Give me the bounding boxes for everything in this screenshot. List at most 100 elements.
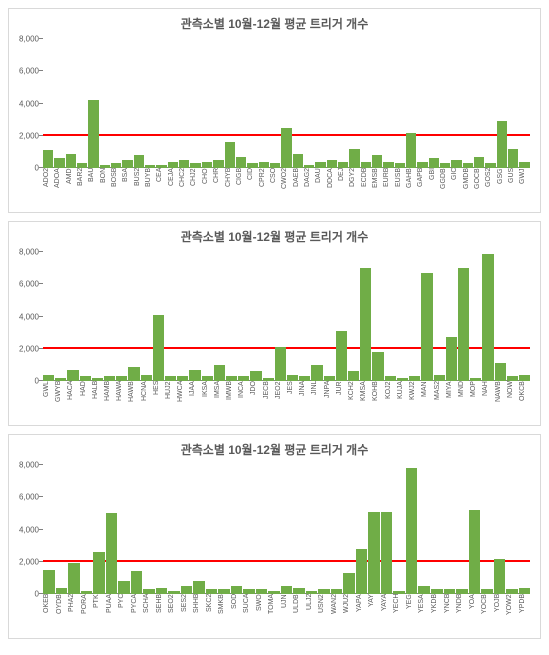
bar: [311, 365, 322, 381]
bar: [293, 154, 303, 169]
x-tick-label: YOJB: [494, 594, 506, 636]
x-tick-label: JECB: [263, 381, 274, 423]
x-tick-label: CIGB: [236, 168, 246, 210]
x-tick-label: SCHA: [143, 594, 155, 636]
y-tick-label: 6,000: [19, 280, 43, 289]
x-tick-label: UJN: [281, 594, 293, 636]
bar: [231, 586, 243, 594]
x-tick-label: BAR2: [77, 168, 87, 210]
x-tick-label: YNCB: [444, 594, 456, 636]
y-tick-label: 2,000: [19, 131, 43, 140]
x-tick-label: HACA: [67, 381, 78, 423]
x-tick-label: CSO: [270, 168, 280, 210]
chart-panel: 관측소별 10월-12월 평균 트리거 개수02,0004,0006,0008,…: [8, 221, 541, 426]
x-tick-label: GUS: [508, 168, 518, 210]
x-tick-label: JDO: [250, 381, 261, 423]
x-tick-label: MOP: [470, 381, 481, 423]
y-tick-label: 2,000: [19, 344, 43, 353]
x-tick-label: DAG2: [304, 168, 314, 210]
x-tick-label: PORA: [81, 594, 93, 636]
y-tick-label: 6,000: [19, 67, 43, 76]
x-tick-label: HUJ2: [165, 381, 176, 423]
bar: [368, 512, 380, 594]
plot-area: 02,0004,0006,0008,000: [43, 252, 530, 381]
x-tick-label: ULDB: [293, 594, 305, 636]
bar: [372, 352, 383, 381]
x-tick-label: SWO: [256, 594, 268, 636]
x-tick-label: GWYB: [55, 381, 66, 423]
x-tick-label: SEHB: [156, 594, 168, 636]
bar: [66, 154, 76, 169]
bar: [356, 549, 368, 594]
x-labels: GWLGWYBHACAHADHALBHAMBHAWAHAWBHCNAHESHUJ…: [43, 381, 530, 423]
x-tick-label: YAY: [368, 594, 380, 636]
x-tick-label: DGY2: [349, 168, 359, 210]
x-tick-label: JEO2: [275, 381, 286, 423]
x-tick-label: KCH2: [348, 381, 359, 423]
x-tick-label: CHR: [213, 168, 223, 210]
x-tick-label: GGDB: [440, 168, 450, 210]
x-tick-label: MIYA: [446, 381, 457, 423]
bar: [372, 155, 382, 168]
bar: [343, 573, 355, 594]
x-tick-label: GOCB: [474, 168, 484, 210]
x-tick-label: OYDB: [56, 594, 68, 636]
bar: [348, 371, 359, 381]
bar: [327, 160, 337, 168]
x-tick-label: EURB: [383, 168, 393, 210]
x-tick-label: IMWB: [226, 381, 237, 423]
x-tick-label: YNDB: [456, 594, 468, 636]
y-tick-label: 0: [35, 590, 43, 599]
bar: [68, 563, 80, 594]
x-tick-label: GMDB: [463, 168, 473, 210]
bar: [153, 315, 164, 381]
plot-area: 02,0004,0006,0008,000: [43, 39, 530, 168]
x-tick-label: SEO2: [168, 594, 180, 636]
x-tick-label: CHYB: [225, 168, 235, 210]
bar: [67, 370, 78, 381]
bars-container: [43, 39, 530, 168]
x-tick-label: CEA: [156, 168, 166, 210]
x-tick-label: YOCB: [481, 594, 493, 636]
bar: [93, 552, 105, 594]
bar: [214, 365, 225, 381]
x-tick-label: EMSB: [372, 168, 382, 210]
bar: [458, 268, 469, 381]
x-tick-label: HAD: [80, 381, 91, 423]
x-tick-label: HAWA: [116, 381, 127, 423]
x-tick-label: DAEB: [293, 168, 303, 210]
bar: [406, 133, 416, 168]
x-tick-label: MND: [458, 381, 469, 423]
bar: [349, 149, 359, 168]
x-tick-label: CWO2: [281, 168, 291, 210]
plot-area: 02,0004,0006,0008,000: [43, 465, 530, 594]
x-tick-label: SOD: [231, 594, 243, 636]
bar: [88, 100, 98, 168]
x-tick-label: PYC: [118, 594, 130, 636]
bar: [43, 150, 53, 168]
x-tick-label: KUJA: [397, 381, 408, 423]
x-tick-label: GWJ: [519, 168, 529, 210]
x-tick-label: AMD: [66, 168, 76, 210]
x-tick-label: GOS2: [485, 168, 495, 210]
bar: [281, 586, 293, 594]
bar: [250, 371, 261, 381]
x-tick-label: ULJ2: [306, 594, 318, 636]
bar: [495, 363, 506, 381]
x-tick-label: YAYA: [381, 594, 393, 636]
x-tick-label: BUYB: [145, 168, 155, 210]
x-tick-label: SMKB: [218, 594, 230, 636]
x-tick-label: ECDB: [361, 168, 371, 210]
x-tick-label: HAMB: [104, 381, 115, 423]
x-tick-label: YOW2: [506, 594, 518, 636]
x-tick-label: YECH: [393, 594, 405, 636]
x-tick-label: KMSA: [360, 381, 371, 423]
x-tick-label: BOSB: [111, 168, 121, 210]
y-tick-label: 4,000: [19, 525, 43, 534]
chart-title: 관측소별 10월-12월 평균 트리거 개수: [9, 441, 540, 458]
y-tick-label: 8,000: [19, 248, 43, 257]
y-tick-label: 0: [35, 164, 43, 173]
bar: [122, 160, 132, 168]
x-tick-label: JES: [287, 381, 298, 423]
y-tick-label: 4,000: [19, 312, 43, 321]
